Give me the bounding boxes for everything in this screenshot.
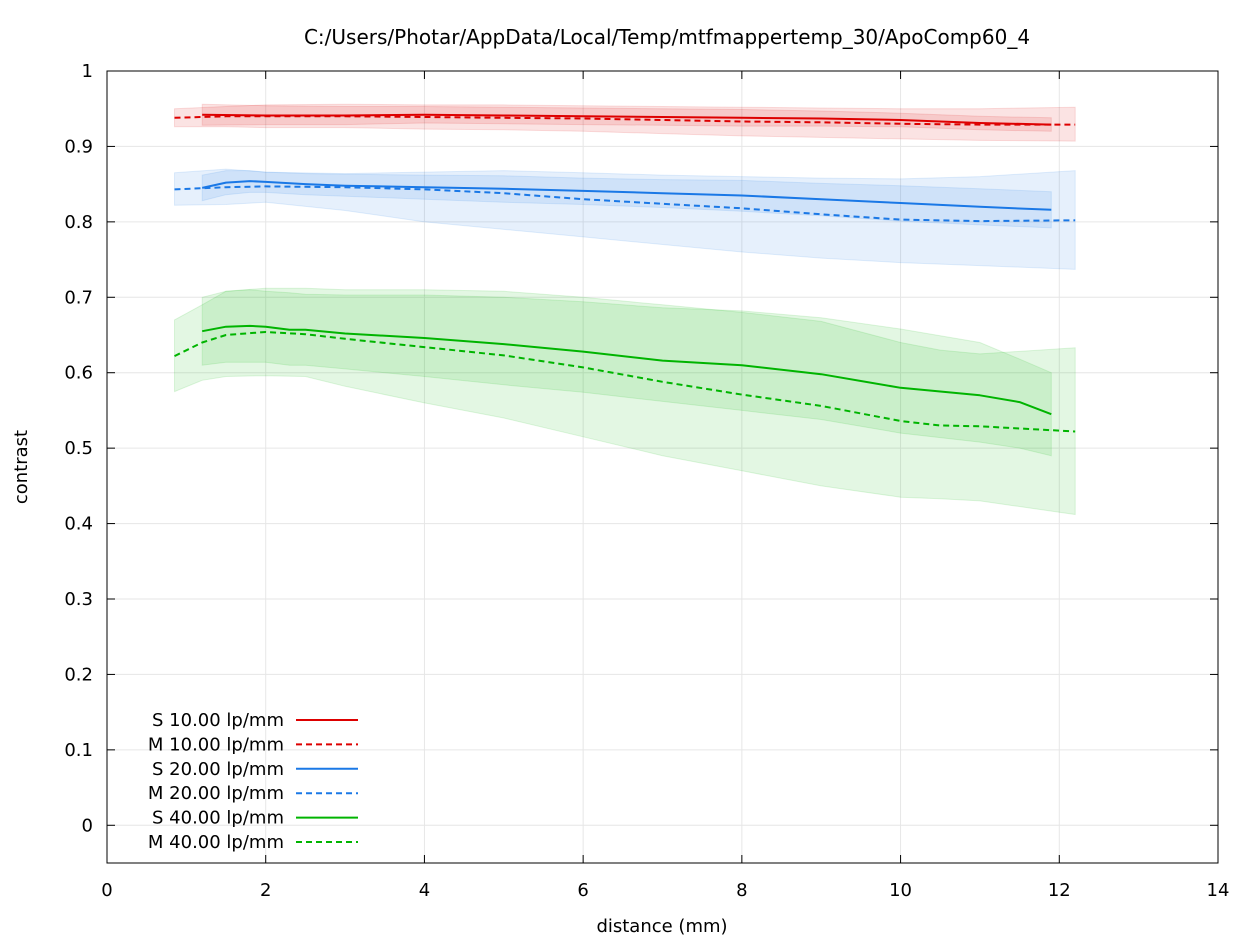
y-tick-label: 0.9 [64,136,93,157]
series-band-5 [201,289,1052,457]
series-line-2 [174,115,1076,126]
series-line-3 [201,180,1052,211]
series-line-5 [202,324,1052,416]
series-lines [174,113,1076,433]
axis-ticks: 0 2 4 6 8 10 12 14 0 0.1 0.2 0.3 0.4 0.5 0.6 0.7 0.8 0.9 1 [64,61,1229,901]
x-tick-label: 8 [736,880,747,901]
x-tick-label: 4 [419,880,430,901]
x-tick-label: 0 [101,880,112,901]
series-band-2 [174,103,1076,142]
y-tick-label: 0.6 [64,363,93,384]
y-tick-label: 1 [82,61,93,82]
legend-label: M 10.00 lp/mm [148,734,284,755]
legend-label: S 40.00 lp/mm [152,808,284,829]
series-band-1 [201,103,1052,132]
legend: S 10.00 lp/mm M 10.00 lp/mm S 20.00 lp/mm M… [148,710,358,853]
legend-label: S 20.00 lp/mm [152,759,284,780]
y-tick-label: 0.3 [64,589,93,610]
x-axis-label: distance (mm) [596,916,727,937]
y-tick-label: 0.4 [64,514,93,535]
series-band-3 [201,170,1052,229]
legend-label: M 40.00 lp/mm [148,832,284,853]
series-line-6 [174,331,1076,433]
plot-frame [106,70,1219,864]
y-tick-label: 0.5 [64,438,93,459]
x-tick-label: 6 [577,880,588,901]
x-tick-label: 10 [889,880,912,901]
series-line-4 [174,185,1076,223]
x-tick-label: 2 [260,880,271,901]
y-tick-label: 0.2 [64,664,93,685]
y-tick-label: 0 [82,815,93,836]
series-band-4 [174,168,1076,270]
y-tick-label: 0.7 [64,287,93,308]
x-tick-label: 12 [1048,880,1071,901]
y-axis-label: contrast [11,430,32,504]
legend-label: M 20.00 lp/mm [148,783,284,804]
y-tick-label: 0.8 [64,212,93,233]
chart-title: C:/Users/Photar/AppData/Local/Temp/mtfma… [304,25,1030,49]
y-tick-label: 0.1 [64,740,93,761]
grid-lines [107,71,1218,863]
series-line-1 [202,113,1052,126]
x-tick-label: 14 [1207,880,1230,901]
legend-label: S 10.00 lp/mm [152,710,284,731]
